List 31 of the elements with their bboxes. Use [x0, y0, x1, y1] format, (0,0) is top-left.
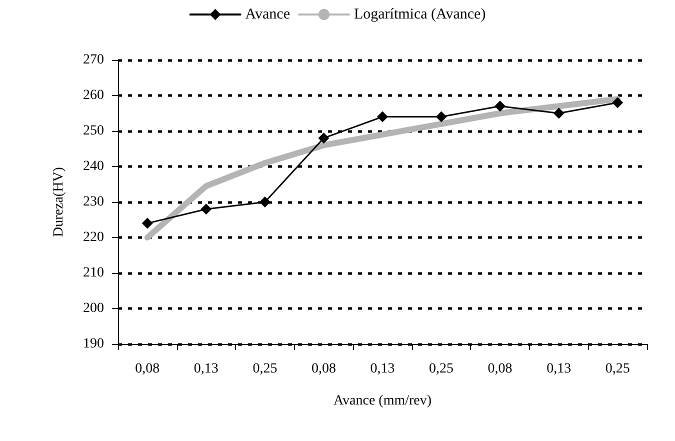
point: [494, 100, 506, 112]
y-tick-label: 190: [83, 336, 104, 352]
x-tick-label: 0,25: [429, 362, 454, 376]
x-axis-title: Avance (mm/rev): [333, 394, 432, 408]
x-tick-label: 0,08: [488, 362, 512, 376]
y-tick-label: 220: [83, 230, 104, 245]
y-tick-label: 250: [83, 124, 104, 138]
y-tick-label: 270: [83, 52, 104, 68]
x-tick-label: 0,13: [194, 362, 218, 376]
legend-label: Avance: [245, 6, 290, 22]
x-tick-label: 0,25: [252, 362, 278, 376]
point: [553, 108, 564, 119]
y-tick-label: 240: [83, 159, 104, 174]
point: [200, 204, 212, 215]
point: [259, 196, 270, 208]
point: [436, 111, 447, 122]
x-tick-label: 0,25: [605, 362, 630, 376]
point: [142, 218, 153, 229]
x-tick-label: 0,08: [311, 362, 336, 376]
legend-label: Logarítmica (Avance): [354, 6, 486, 22]
x-tick-label: 0,13: [546, 362, 572, 376]
y-axis-title: Dureza(HV): [52, 166, 66, 237]
y-tick-label: 200: [83, 301, 104, 316]
x-tick-label: 0,13: [370, 362, 395, 376]
point: [612, 97, 624, 108]
point: [377, 111, 388, 122]
y-tick-label: 260: [83, 88, 104, 103]
point: [318, 132, 330, 144]
x-tick-label: 0,08: [135, 362, 160, 376]
y-tick-label: 230: [83, 194, 104, 210]
y-tick-label: 210: [83, 266, 104, 280]
